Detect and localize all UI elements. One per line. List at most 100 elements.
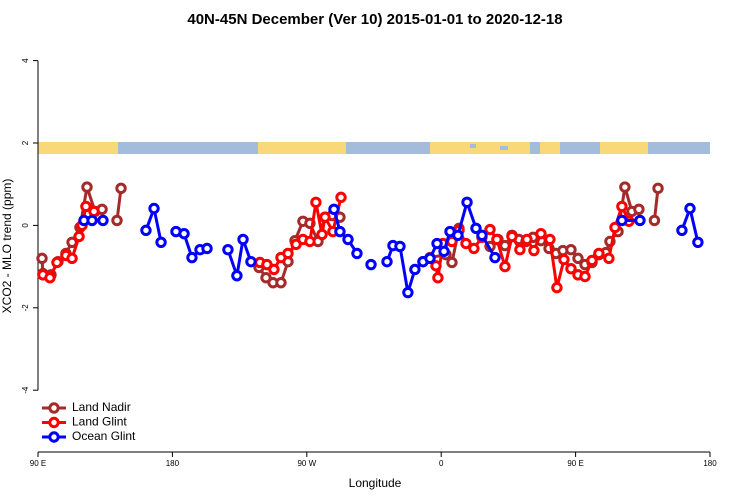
point [222, 244, 234, 256]
land-sea-band [38, 142, 710, 154]
x-tick-label: 90 E [567, 459, 583, 468]
point [201, 242, 213, 255]
point [609, 221, 621, 234]
point [565, 262, 577, 275]
point [692, 236, 704, 248]
point [342, 233, 354, 246]
chart-title: 40N-45N December (Ver 10) 2015-01-01 to … [187, 11, 562, 28]
point [603, 252, 615, 265]
y-tick-label: 2 [21, 140, 30, 145]
point [319, 211, 331, 223]
point [572, 252, 584, 265]
point [521, 233, 533, 246]
point [268, 263, 280, 276]
point [565, 244, 577, 256]
point [381, 255, 393, 268]
land-band [430, 142, 530, 154]
point [652, 182, 664, 195]
point [51, 256, 63, 269]
y-tick-label: -4 [21, 386, 30, 394]
land-band [600, 142, 648, 154]
point [586, 254, 598, 267]
point [115, 182, 127, 195]
point [558, 253, 570, 266]
point [452, 229, 464, 241]
point [66, 252, 78, 265]
point [394, 240, 406, 253]
point [328, 203, 340, 216]
point [424, 252, 436, 265]
point [44, 272, 56, 284]
y-tick-label: 0 [21, 223, 30, 228]
point [304, 235, 316, 248]
y-tick-label: 4 [21, 58, 30, 63]
point [432, 272, 444, 284]
point [476, 229, 488, 241]
x-tick-label: 90 E [30, 459, 46, 468]
point [579, 270, 591, 283]
point [245, 255, 257, 268]
point [402, 286, 414, 299]
sea-band [500, 146, 508, 150]
point [97, 214, 109, 227]
x-tick-label: 180 [166, 459, 180, 468]
point [460, 237, 472, 250]
point [468, 242, 480, 255]
sea-band [470, 144, 476, 148]
point [86, 214, 98, 227]
point [111, 214, 123, 227]
point [535, 227, 547, 240]
point [73, 230, 85, 243]
point [676, 224, 688, 237]
point [155, 236, 167, 248]
point [231, 269, 243, 282]
point [551, 281, 563, 294]
point [36, 252, 48, 265]
land-band [540, 142, 560, 154]
point [88, 205, 100, 218]
point [186, 251, 198, 264]
point [544, 233, 556, 246]
legend-label: Land Nadir [72, 400, 131, 414]
point [334, 225, 346, 238]
y-tick-label: -2 [21, 304, 30, 312]
point [514, 244, 526, 256]
point [593, 247, 605, 260]
land-band [38, 142, 118, 154]
point [335, 191, 347, 204]
point [489, 251, 501, 264]
point [528, 244, 540, 257]
point [648, 214, 661, 227]
point [316, 228, 328, 241]
point [409, 263, 421, 276]
legend-marker [48, 431, 60, 443]
point [616, 200, 628, 213]
point [431, 237, 443, 250]
point [237, 233, 249, 246]
point [461, 196, 473, 209]
point [634, 214, 646, 227]
point [81, 181, 93, 193]
point [616, 214, 628, 227]
point [282, 247, 294, 260]
point [506, 230, 518, 243]
point [310, 196, 322, 209]
point [178, 227, 190, 240]
x-tick-label: 0 [439, 459, 444, 468]
point [684, 202, 696, 215]
point [633, 203, 645, 216]
point [470, 222, 482, 234]
point [275, 276, 287, 289]
legend-label: Ocean Glint [72, 429, 136, 443]
legend-marker [48, 402, 60, 414]
point [446, 256, 458, 269]
legend-marker [48, 416, 60, 429]
x-tick-label: 90 W [297, 459, 316, 468]
point [80, 200, 92, 213]
point [148, 202, 160, 215]
point [438, 245, 450, 258]
point [351, 247, 363, 260]
point [491, 233, 503, 246]
point [140, 224, 152, 237]
